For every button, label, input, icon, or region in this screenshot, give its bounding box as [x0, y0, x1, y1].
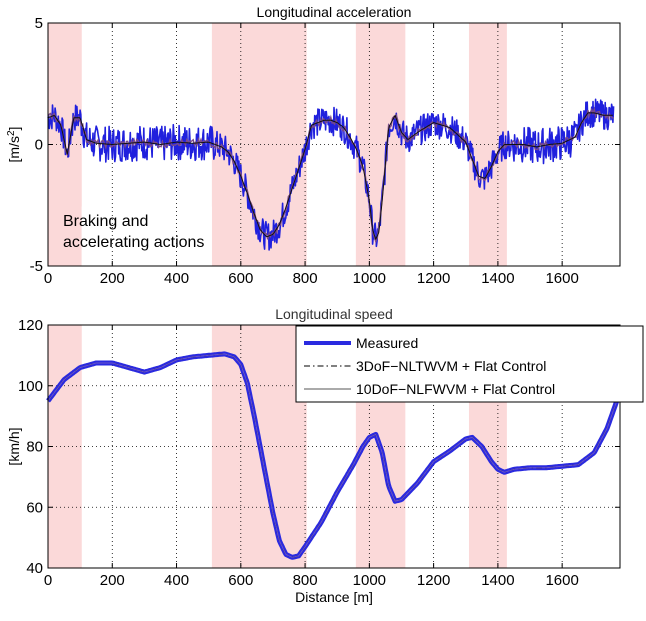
x-tick-label: 200 — [100, 572, 125, 589]
annotation-text: Braking and — [63, 213, 148, 230]
plot-title: Longitudinal speed — [275, 306, 393, 322]
x-tick-label: 400 — [164, 270, 189, 287]
x-tick-label: 800 — [293, 572, 318, 589]
x-tick-label: 1200 — [417, 270, 450, 287]
y-tick-label: 80 — [26, 439, 43, 456]
y-tick-label: 0 — [35, 137, 43, 154]
y-tick-label: 100 — [18, 378, 43, 395]
legend-box — [295, 325, 644, 403]
legend-label-0: Measured — [356, 335, 418, 351]
x-tick-label: 600 — [228, 270, 253, 287]
y-tick-label: 120 — [18, 317, 43, 334]
x-tick-label: 1400 — [481, 572, 514, 589]
x-tick-label: 0 — [44, 572, 52, 589]
series-line-2 — [47, 353, 618, 558]
x-tick-label: 600 — [228, 572, 253, 589]
x-tick-label: 1200 — [417, 572, 450, 589]
annotation-box — [81, 206, 212, 266]
measured-band — [47, 98, 615, 251]
x-axis-label: Distance [m] — [295, 589, 373, 605]
x-tick-label: 0 — [44, 270, 52, 287]
y-axis-label-close: ] — [6, 127, 22, 131]
legend-label-1: 3DoF−NLTWVM + Flat Control — [356, 358, 546, 374]
y-axis-label: [km/h] — [6, 427, 22, 465]
x-tick-label: 400 — [164, 572, 189, 589]
x-tick-label: 1000 — [353, 572, 386, 589]
speed-plot: 0 200 400 600 800 1000 1200 1400 1600 40 60 80 100 12… — [6, 306, 644, 605]
x-tick-label: 1600 — [545, 572, 578, 589]
legend-label-2: 10DoF−NLFWVM + Flat Control — [356, 381, 555, 397]
y-axis-label-base: [m/s — [6, 136, 22, 162]
y-axis-label-sup: 2 — [6, 130, 17, 136]
y-axis-label: [m/s2] — [6, 127, 22, 163]
series-line-1 — [47, 112, 613, 240]
y-tick-label: 40 — [26, 560, 43, 577]
x-tick-label: 1600 — [545, 270, 578, 287]
y-tick-label: -5 — [30, 258, 43, 275]
x-tick-label: 200 — [100, 270, 125, 287]
x-tick-label: 1400 — [481, 270, 514, 287]
annotation-text: accelerating actions — [63, 234, 204, 251]
y-tick-label: 5 — [35, 15, 43, 32]
plot-title: Longitudinal acceleration — [257, 4, 412, 20]
acceleration-plot: Braking and accelerating actions 0 200 400 60… — [6, 4, 621, 287]
x-tick-label: 800 — [293, 270, 318, 287]
y-tick-label: 60 — [26, 499, 43, 516]
legend: Measured 3DoF−NLTWVM + Flat Control 10DoF−… — [295, 325, 644, 403]
x-tick-label: 1000 — [353, 270, 386, 287]
